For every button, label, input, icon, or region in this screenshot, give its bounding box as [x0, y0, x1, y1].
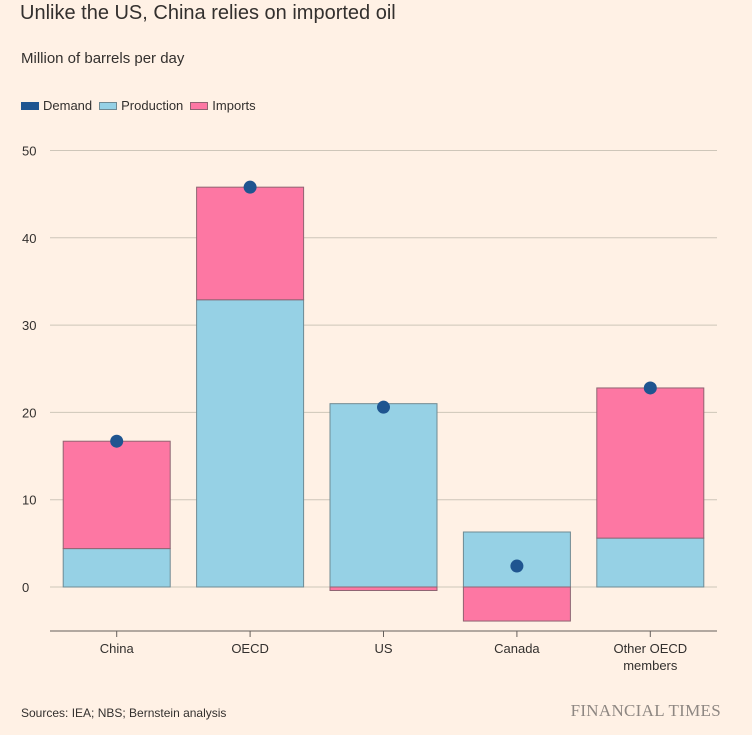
- y-tick-label-20: 20: [22, 405, 36, 420]
- bar-imports-oecd: [196, 186, 305, 301]
- point-demand-canada: [510, 559, 524, 573]
- legend-item-demand: Demand: [21, 98, 92, 113]
- x-tick-label-oecd: OECD: [231, 641, 269, 656]
- x-tick-label-china: China: [100, 641, 135, 656]
- legend-item-production: Production: [99, 98, 183, 113]
- x-tick-label-other-oecd-members-line-2: members: [623, 658, 678, 673]
- legend-label-production: Production: [121, 98, 184, 113]
- bar-imports-china: [62, 440, 171, 550]
- legend: Demand Production Imports: [21, 98, 263, 113]
- point-demand-other-oecd-members: [643, 381, 657, 395]
- x-tick-label-canada: Canada: [494, 641, 540, 656]
- y-tick-label-0: 0: [22, 580, 29, 595]
- x-tick-label-other-oecd-members-line-1: Other OECD: [613, 641, 687, 656]
- legend-item-imports: Imports: [190, 98, 256, 113]
- bar-imports-other-oecd-members: [596, 387, 705, 539]
- legend-swatch-imports: [190, 101, 209, 110]
- chart-subtitle: Million of barrels per day: [21, 50, 185, 67]
- bar-production-other-oecd-members: [596, 537, 705, 588]
- bar-production-china: [62, 548, 171, 588]
- bar-imports-us: [329, 586, 438, 591]
- bar-imports-canada: [462, 586, 571, 622]
- point-demand-us: [377, 400, 390, 414]
- legend-swatch-demand: [21, 101, 39, 110]
- bar-production-canada: [462, 531, 571, 588]
- financial-times-logo: FINANCIAL TIMES: [570, 701, 721, 720]
- y-tick-label-50: 50: [22, 144, 36, 159]
- y-tick-label-30: 30: [22, 318, 36, 333]
- point-demand-china: [110, 434, 124, 448]
- bar-production-us: [329, 403, 438, 588]
- point-demand-oecd: [243, 180, 257, 194]
- source-note: Sources: IEA; NBS; Bernstein analysis: [21, 706, 227, 720]
- legend-label-imports: Imports: [212, 98, 256, 113]
- x-tick-label-us: US: [374, 641, 392, 656]
- y-tick-label-10: 10: [22, 493, 36, 508]
- legend-swatch-production: [99, 101, 118, 110]
- legend-label-demand: Demand: [43, 98, 93, 113]
- y-tick-label-40: 40: [22, 231, 36, 246]
- bar-production-oecd: [196, 299, 305, 588]
- chart-title: Unlike the US, China relies on imported …: [20, 2, 396, 24]
